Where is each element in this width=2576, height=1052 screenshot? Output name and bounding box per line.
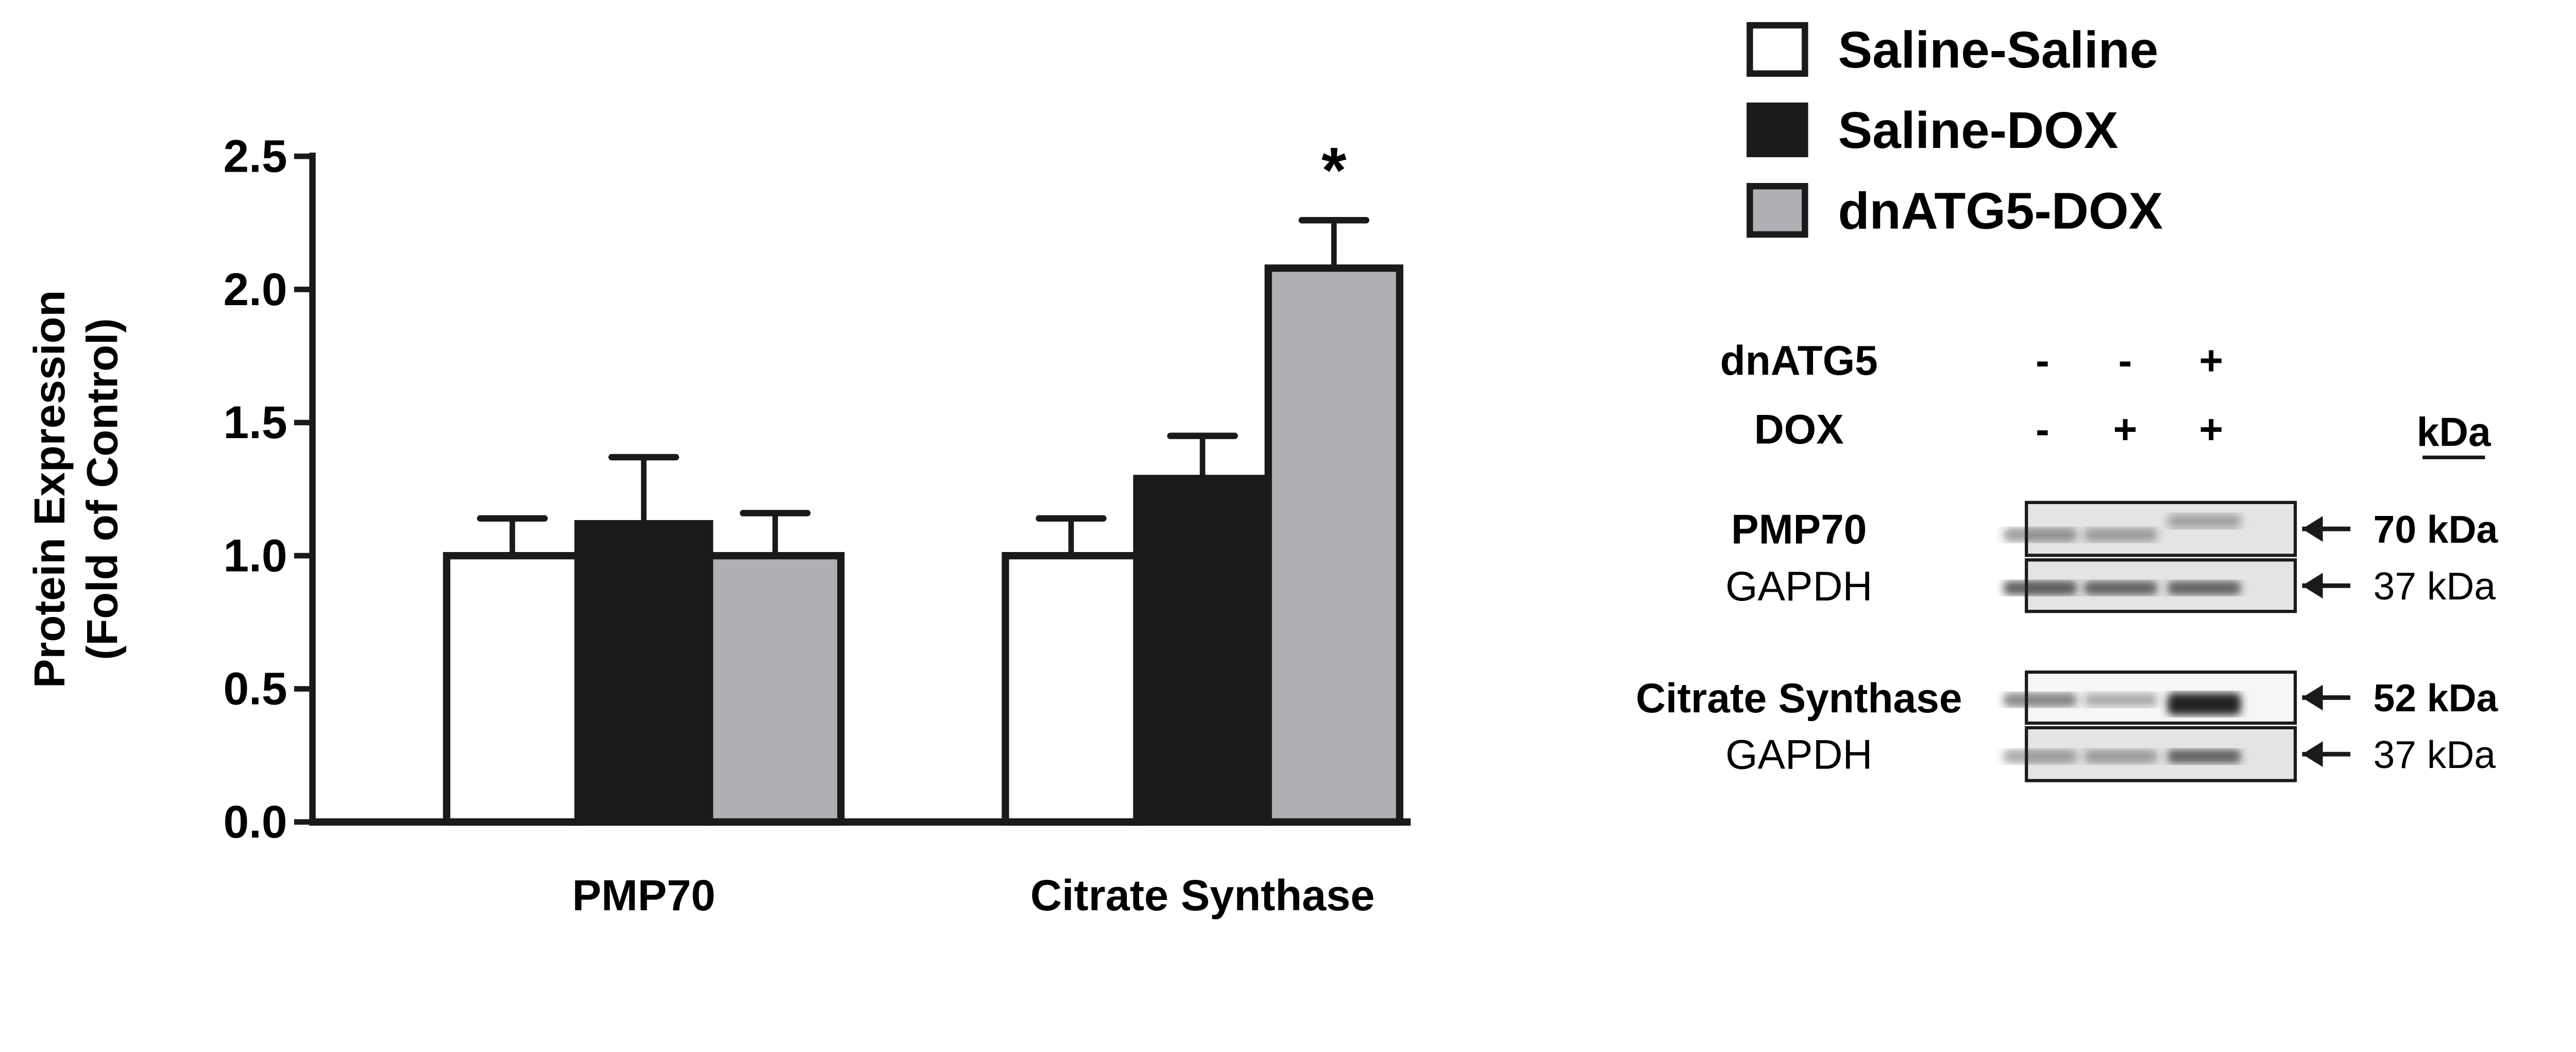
y-tick-label: 2.5 [223, 130, 287, 182]
protein-band [2083, 528, 2158, 542]
blot-row-label: PMP70 [1731, 507, 1867, 553]
protein-band [2167, 514, 2241, 528]
y-tick-label: 1.5 [223, 396, 287, 448]
arrow-left-icon [2302, 741, 2323, 767]
protein-band [2167, 749, 2241, 763]
legend-swatch [1747, 102, 1808, 158]
bar-saline-dox [1133, 475, 1272, 826]
condition-sign: - [2036, 338, 2049, 384]
legend: Saline-Saline Saline-DOX dnATG5-DOX [1747, 22, 2163, 240]
arrow-left-icon [2302, 684, 2323, 711]
arrow-left-icon [2302, 573, 2323, 599]
condition-label: DOX [1754, 407, 1844, 453]
legend-label: dnATG5-DOX [1838, 182, 2163, 240]
bar-dnatg5-dox [705, 552, 845, 826]
legend-label: Saline-DOX [1838, 102, 2119, 159]
protein-band [2167, 693, 2241, 715]
condition-sign: + [2199, 338, 2223, 384]
condition-sign: + [2113, 407, 2138, 453]
protein-band [2167, 581, 2241, 595]
condition-label: dnATG5 [1720, 338, 1878, 384]
x-tick-label: PMP70 [572, 871, 716, 920]
significance-marker: * [1321, 135, 1347, 207]
legend-swatch [1747, 182, 1808, 238]
y-tick-label: 1.0 [223, 529, 287, 581]
kda-header: kDa [2417, 409, 2492, 455]
y-tick-label: 0.5 [223, 663, 287, 714]
blot-row-label: Citrate Synthase [1636, 675, 1962, 722]
y-axis-label-line1: Protein Expression [25, 290, 74, 688]
protein-band [2003, 581, 2077, 595]
bar-chart: Protein Expression (Fold of Control) * 0… [25, 130, 1411, 920]
blot-size-label: 37 kDa [2374, 564, 2496, 608]
condition-sign: + [2199, 407, 2223, 453]
bar-saline-dox [574, 520, 714, 826]
y-tick-label: 2.0 [223, 263, 287, 315]
bar-saline-saline [1002, 552, 1141, 826]
bar-dnatg5-dox [1264, 264, 1403, 826]
y-axis-label-line2: (Fold of Control) [77, 318, 126, 660]
western-blot-panel: dnATG5 - - + DOX - + + kDa PMP70 70 kDa GAPDH 37 kDa… [1636, 338, 2499, 782]
legend-label: Saline-Saline [1838, 22, 2159, 79]
blot-row-label: GAPDH [1725, 563, 1872, 610]
axes: 0.0 0.5 1.0 1.5 2.0 2.5 PMP70 Citrate Synthase [223, 130, 1411, 920]
condition-sign: - [2119, 338, 2132, 384]
blot-size-label: 70 kDa [2374, 508, 2499, 551]
protein-band [2083, 749, 2158, 763]
blot-size-label: 52 kDa [2374, 676, 2499, 720]
protein-band [2003, 749, 2077, 763]
legend-swatch [1747, 22, 1808, 77]
protein-band [2003, 528, 2077, 542]
bars: * [443, 135, 1403, 826]
arrow-left-icon [2302, 516, 2323, 542]
y-tick-label: 0.0 [223, 796, 287, 847]
blot-row-label: GAPDH [1725, 732, 1872, 778]
bar-saline-saline [443, 552, 582, 826]
protein-band [2083, 693, 2158, 707]
condition-sign: - [2036, 407, 2049, 453]
blot-size-label: 37 kDa [2374, 733, 2496, 776]
x-tick-label: Citrate Synthase [1030, 871, 1375, 920]
figure: Protein Expression (Fold of Control) * 0… [25, 22, 2499, 920]
protein-band [2083, 581, 2158, 595]
protein-band [2003, 693, 2077, 707]
